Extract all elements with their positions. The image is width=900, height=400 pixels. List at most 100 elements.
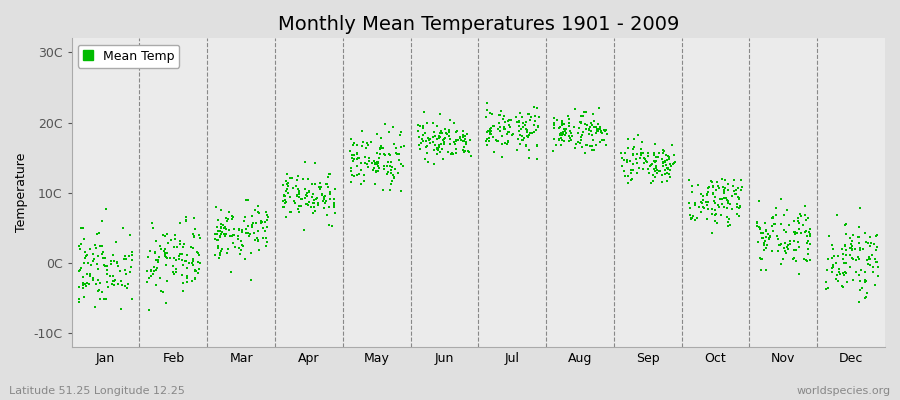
Point [780, 246, 795, 252]
Point [90, 230, 104, 237]
Point [722, 216, 736, 222]
Point [227, 226, 241, 232]
Point [845, 238, 859, 244]
Point [651, 154, 665, 160]
Point [78, 249, 93, 255]
Point [838, 259, 852, 266]
Point [234, 228, 248, 235]
Point [382, 129, 397, 135]
Point [852, 244, 867, 251]
Point [590, 128, 605, 134]
Point [443, 136, 457, 142]
Point [279, 214, 293, 220]
Point [758, 238, 772, 244]
Point [192, 266, 206, 272]
Point [849, 268, 863, 275]
Point [715, 200, 729, 207]
Point [620, 158, 634, 164]
Point [432, 133, 446, 140]
Point [90, 261, 104, 267]
Point [733, 204, 747, 210]
Point [410, 122, 425, 128]
Point [354, 160, 368, 166]
Point [245, 212, 259, 219]
Point [308, 208, 322, 214]
Point [437, 141, 452, 147]
Point [285, 185, 300, 192]
Point [373, 146, 387, 152]
Point [617, 156, 632, 163]
Point [119, 271, 133, 278]
Point [774, 261, 788, 268]
Point [159, 300, 174, 306]
Point [235, 242, 249, 248]
Point [858, 295, 872, 301]
Point [694, 191, 708, 197]
Point [573, 137, 588, 143]
Point [558, 126, 572, 133]
Point [76, 236, 91, 242]
Point [426, 120, 440, 126]
Point [147, 270, 161, 277]
Point [74, 265, 88, 272]
Point [520, 127, 535, 133]
Point [346, 173, 361, 179]
Point [705, 211, 719, 217]
Point [104, 272, 118, 279]
Point [648, 168, 662, 174]
Point [725, 206, 740, 212]
Point [72, 295, 86, 302]
Point [732, 213, 746, 220]
Point [579, 142, 593, 148]
Point [457, 148, 472, 155]
Point [259, 235, 274, 241]
Point [684, 214, 698, 221]
Point [483, 124, 498, 131]
Point [799, 233, 814, 239]
Point [300, 201, 314, 207]
Point [323, 191, 338, 197]
Point [627, 144, 642, 150]
Point [839, 247, 853, 254]
Point [553, 131, 567, 137]
Point [842, 245, 857, 252]
Point [789, 258, 804, 264]
Point [697, 205, 711, 211]
Point [391, 170, 405, 176]
Point [549, 142, 563, 148]
Point [773, 242, 788, 248]
Point [389, 145, 403, 152]
Point [793, 212, 807, 219]
Point [584, 132, 598, 138]
Point [492, 120, 507, 126]
Point [187, 215, 202, 221]
Point [226, 240, 240, 246]
Point [685, 189, 699, 195]
Point [652, 168, 667, 174]
Point [650, 167, 664, 174]
Point [527, 118, 542, 124]
Point [455, 146, 470, 153]
Point [750, 220, 764, 226]
Point [626, 167, 641, 173]
Point [394, 161, 409, 167]
Point [553, 124, 567, 130]
Point [845, 243, 859, 249]
Point [319, 181, 333, 188]
Point [461, 148, 475, 154]
Point [225, 233, 239, 240]
Point [732, 195, 746, 202]
Point [868, 282, 882, 288]
Point [729, 187, 743, 193]
Point [414, 140, 428, 146]
Point [426, 133, 440, 140]
Point [587, 124, 601, 130]
Point [310, 200, 325, 206]
Point [308, 160, 322, 166]
Point [696, 192, 710, 199]
Point [573, 113, 588, 119]
Point [562, 120, 576, 126]
Point [845, 246, 859, 253]
Point [629, 159, 643, 166]
Point [721, 180, 735, 187]
